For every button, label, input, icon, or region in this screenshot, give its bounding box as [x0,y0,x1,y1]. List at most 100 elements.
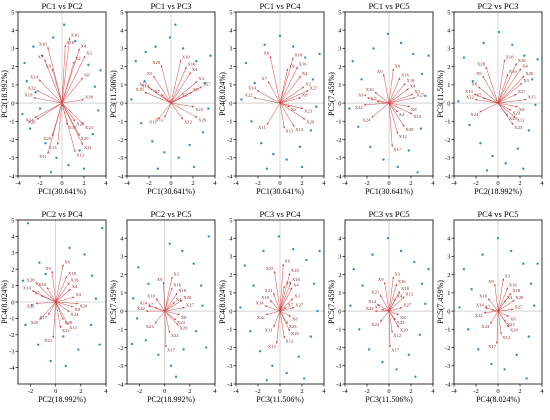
loading-arrow [388,276,394,312]
loading-label: X4 [293,282,299,287]
loading-arrow [482,97,499,104]
loading-label: X4 [192,67,198,72]
x-tick-label: 2 [82,180,85,187]
score-point [468,123,471,127]
y-tick-label: -4 [445,173,451,180]
loading-arrowhead [374,310,377,313]
loading-arrow [383,73,390,104]
loading-arrowhead [509,292,512,296]
x-axis-label: PC1(30.641%) [365,187,413,196]
loading-arrowhead [363,103,366,106]
loading-label: X20 [79,304,88,309]
score-point [239,306,242,309]
x-tick-label: 0 [163,388,166,395]
loading-arrow [55,301,74,308]
x-tick-label: 2 [300,388,303,395]
loading-arrow [279,298,294,312]
loading-arrow [279,75,302,104]
loading-arrowhead [508,108,512,111]
score-point [479,142,482,145]
y-axis-label: PC4(8.024%) [218,280,227,324]
score-point [135,317,139,320]
loading-arrowhead [34,115,37,118]
score-point [207,107,210,110]
score-point [98,343,101,346]
x-tick-label: 0 [60,180,63,187]
loading-arrow [164,311,167,348]
y-tick-label: 2 [11,64,14,71]
loading-arrow [388,102,405,127]
loading-arrow [44,59,63,104]
loading-arrow [153,75,172,104]
loading-arrow [497,278,504,312]
loading-arrowhead [495,341,499,344]
score-point [188,143,191,147]
loading-label: X11 [265,328,273,333]
score-point [292,45,295,48]
score-point [34,90,37,94]
y-tick-label: 5 [447,9,450,16]
loading-label: X10 [261,295,270,300]
loading-label: X23 [85,125,94,130]
loading-arrow [279,102,306,120]
y-tick-label: -3 [227,363,232,370]
loading-arrowhead [77,48,80,51]
loading-arrowhead [398,77,401,80]
y-tick-label: 5 [229,217,232,224]
loading-label: X27 [203,82,212,87]
loading-arrow [253,97,281,104]
y-tick-label: -3 [336,363,341,370]
score-point [467,328,470,331]
score-point [533,304,536,307]
loading-label: X28 [27,277,36,282]
loading-arrow [279,263,284,312]
score-point [49,359,52,363]
loading-arrowhead [68,288,71,292]
loading-arrow [164,301,175,312]
score-point [24,323,27,327]
score-point [101,227,104,230]
loading-arrow [496,311,499,344]
y-axis-label: PC2(18.992%) [0,70,9,118]
loading-label: X27 [76,121,85,126]
loading-arrow [279,97,301,104]
loading-label: X24 [470,112,479,117]
loading-label: X16 [398,279,407,284]
y-tick-label: 5 [338,9,341,16]
x-tick-label: 2 [409,388,412,395]
x-tick-label: 2 [79,388,82,395]
loading-arrowhead [493,283,496,287]
loading-label: X7 [261,76,267,81]
loading-arrowhead [289,281,292,285]
score-point [21,112,24,116]
loading-arrow [274,270,281,312]
loading-arrowhead [474,98,478,101]
loading-label: X11 [149,120,157,125]
loading-arrow [164,311,171,334]
score-point [481,253,484,256]
loading-arrow [490,310,499,325]
loading-label: X7 [370,96,376,101]
loading-label: X16 [71,277,80,282]
loading-arrowhead [51,68,54,71]
loading-label: X22 [355,105,364,110]
loading-arrowhead [485,66,488,70]
loading-label: X15 [528,94,537,99]
x-tick-label: 2 [409,180,412,187]
score-point [207,235,210,238]
loading-arrowhead [374,92,378,95]
loading-arrow [279,57,294,104]
loading-arrowhead [180,117,184,120]
loading-arrow [51,68,63,104]
x-tick-label: 4 [431,180,435,187]
loading-arrowhead [273,325,276,328]
loading-label: X14 [141,84,150,89]
score-point [91,132,95,136]
loading-arrow [149,88,172,104]
loading-arrowhead [65,275,68,279]
y-tick-label: 2 [120,272,123,279]
score-point [386,32,390,36]
loading-label: X14 [256,301,265,306]
